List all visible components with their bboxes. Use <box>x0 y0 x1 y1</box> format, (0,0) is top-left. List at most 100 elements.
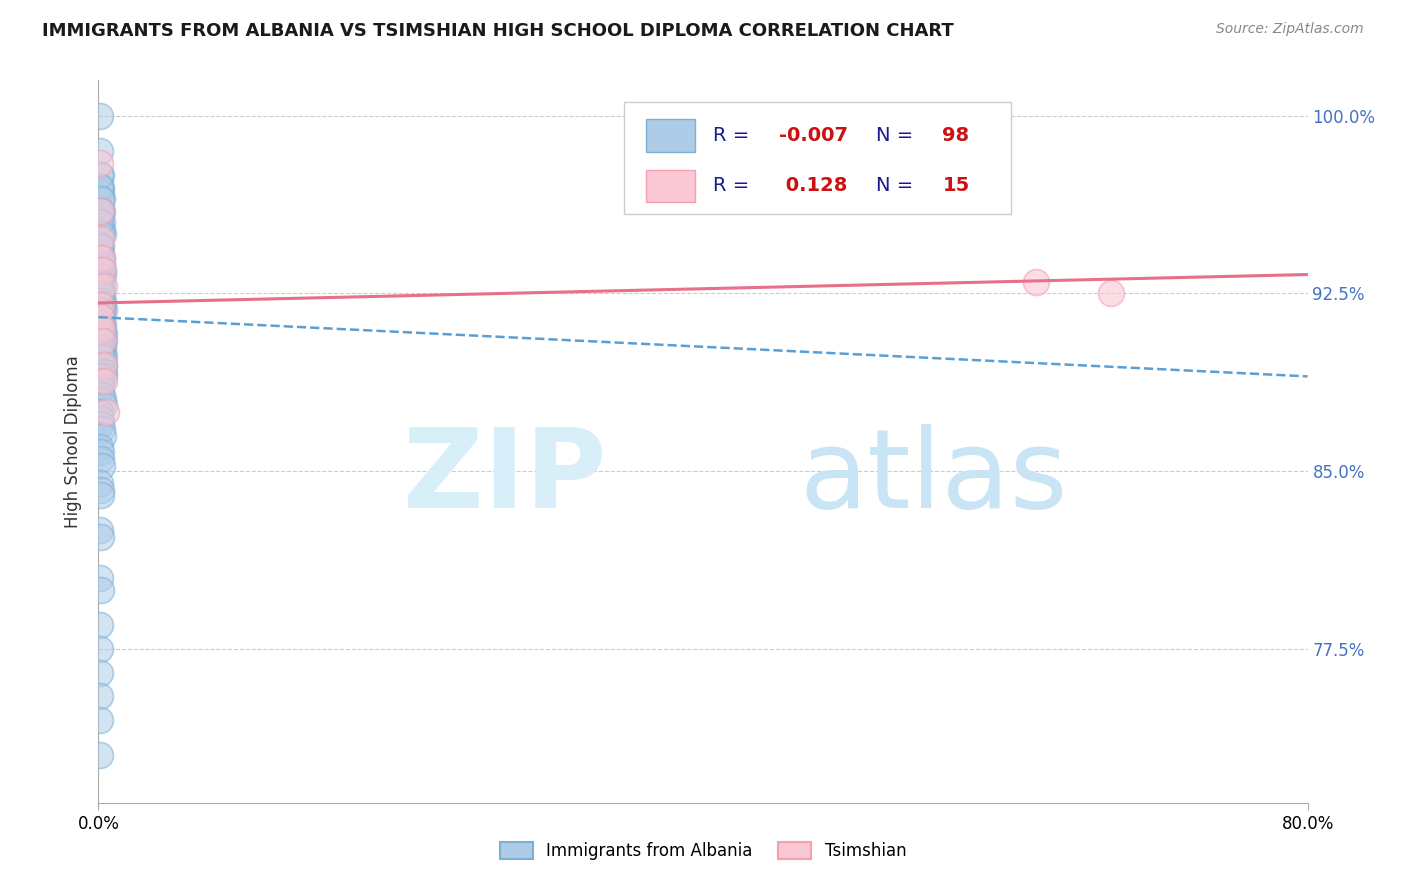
Point <box>91 227 114 242</box>
Point <box>90 286 112 301</box>
Point <box>89 689 111 703</box>
Point <box>90 293 112 308</box>
Point <box>93 374 115 388</box>
Point <box>91 345 114 359</box>
Point <box>91 262 114 277</box>
Point <box>91 421 114 435</box>
Point <box>89 369 111 384</box>
Point <box>91 310 114 325</box>
Point <box>89 618 111 632</box>
Point <box>93 369 115 384</box>
Text: -0.007: -0.007 <box>779 126 848 145</box>
Point <box>90 318 112 332</box>
Point <box>90 208 112 222</box>
Point <box>93 326 115 341</box>
Point <box>89 279 111 293</box>
Point <box>89 665 111 680</box>
Text: N =: N = <box>876 177 920 195</box>
Legend: Immigrants from Albania, Tsimshian: Immigrants from Albania, Tsimshian <box>494 835 912 867</box>
Point <box>90 345 112 359</box>
Point <box>89 156 111 170</box>
Point <box>91 268 114 282</box>
FancyBboxPatch shape <box>624 102 1011 214</box>
Point <box>90 251 112 265</box>
Point <box>90 269 112 284</box>
Text: 98: 98 <box>942 126 970 145</box>
Point <box>90 180 112 194</box>
Point <box>90 203 112 218</box>
Point <box>89 524 111 538</box>
Point <box>90 275 112 289</box>
Text: IMMIGRANTS FROM ALBANIA VS TSIMSHIAN HIGH SCHOOL DIPLOMA CORRELATION CHART: IMMIGRANTS FROM ALBANIA VS TSIMSHIAN HIG… <box>42 22 953 40</box>
Point <box>93 358 115 372</box>
Point <box>94 405 117 419</box>
Point <box>91 334 114 348</box>
Point <box>89 571 111 585</box>
Point <box>90 381 112 395</box>
Point <box>93 279 115 293</box>
Text: 15: 15 <box>942 177 970 195</box>
Point <box>93 358 115 372</box>
Point <box>90 303 112 318</box>
Point <box>91 286 114 301</box>
Text: R =: R = <box>713 177 755 195</box>
Point <box>90 298 112 312</box>
Point <box>91 322 114 336</box>
Point <box>93 303 115 318</box>
Point <box>90 215 112 229</box>
Point <box>91 251 114 265</box>
Point <box>90 192 112 206</box>
Point <box>90 445 112 459</box>
Point <box>89 441 111 455</box>
Y-axis label: High School Diploma: High School Diploma <box>65 355 83 528</box>
Point <box>1099 286 1122 301</box>
Point <box>89 145 111 159</box>
Point <box>93 398 115 412</box>
Point <box>89 109 111 123</box>
Text: R =: R = <box>713 126 755 145</box>
Point <box>90 310 112 325</box>
Point <box>91 358 114 372</box>
Text: atlas: atlas <box>800 425 1069 531</box>
FancyBboxPatch shape <box>647 120 695 152</box>
Point <box>90 326 112 341</box>
Point <box>90 246 112 260</box>
Point <box>89 405 111 419</box>
Point <box>93 351 115 365</box>
Point <box>89 334 111 348</box>
Point <box>90 262 112 277</box>
Point <box>90 279 112 293</box>
Point <box>93 365 115 379</box>
Text: Source: ZipAtlas.com: Source: ZipAtlas.com <box>1216 22 1364 37</box>
Point <box>89 748 111 763</box>
Point <box>91 341 114 355</box>
Point <box>91 351 114 365</box>
Point <box>89 641 111 656</box>
Point <box>90 192 112 206</box>
Point <box>90 227 112 242</box>
Point <box>91 262 114 277</box>
Point <box>91 293 114 308</box>
Point <box>90 232 112 246</box>
Point <box>90 168 112 182</box>
Point <box>91 459 114 474</box>
Point <box>90 341 112 355</box>
Point <box>90 298 112 312</box>
Point <box>90 531 112 545</box>
Text: ZIP: ZIP <box>404 425 606 531</box>
Point <box>91 222 114 236</box>
Point <box>89 298 111 312</box>
Point <box>89 203 111 218</box>
Point <box>91 388 114 402</box>
Point <box>89 168 111 182</box>
Point <box>91 298 114 312</box>
Point <box>90 412 112 426</box>
Point <box>91 428 114 442</box>
Point <box>90 322 112 336</box>
Point <box>90 374 112 388</box>
FancyBboxPatch shape <box>647 169 695 202</box>
Point <box>90 417 112 431</box>
Point <box>93 334 115 348</box>
Point <box>90 185 112 199</box>
Point <box>90 452 112 467</box>
